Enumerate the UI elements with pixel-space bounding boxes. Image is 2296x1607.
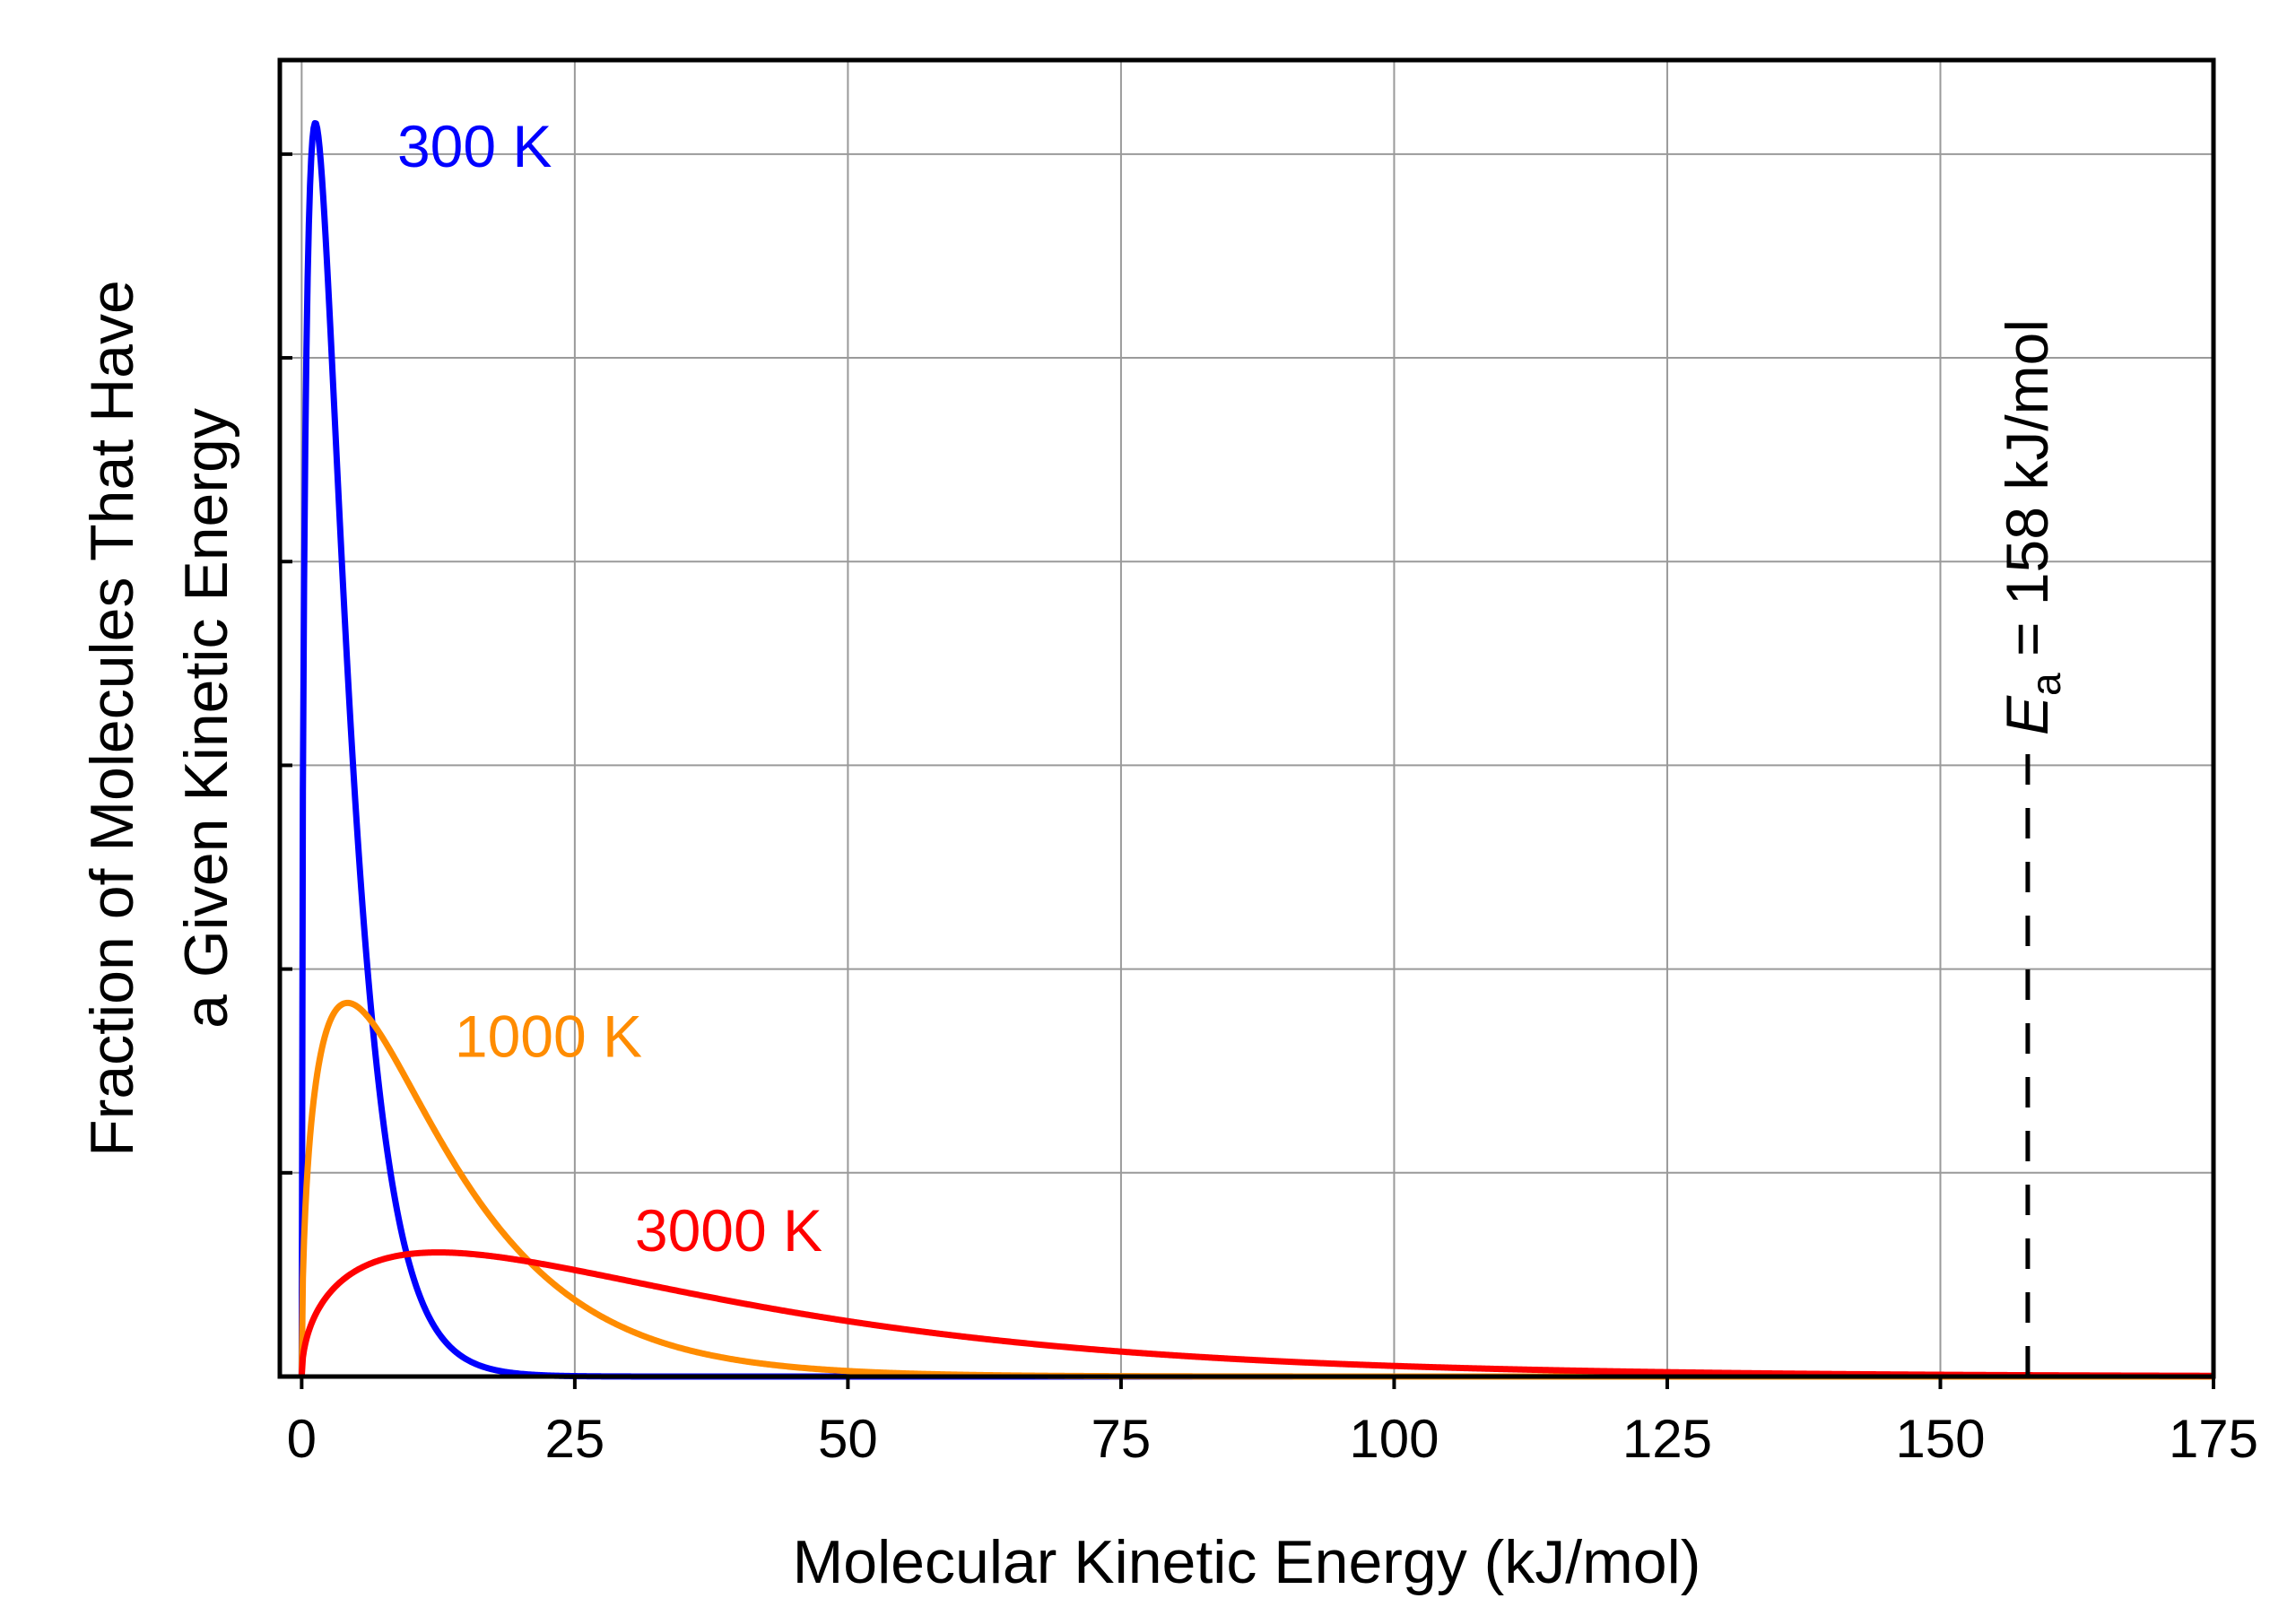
x-tick-label-6: 150 bbox=[1895, 1409, 1985, 1469]
x-tick-label-4: 100 bbox=[1349, 1409, 1439, 1469]
x-tick-label-5: 125 bbox=[1622, 1409, 1712, 1469]
series-label-3000k: 3000 K bbox=[635, 1197, 822, 1264]
x-axis-title: Molecular Kinetic Energy (kJ/mol) bbox=[793, 1528, 1701, 1596]
x-tick-label-3: 75 bbox=[1091, 1409, 1152, 1469]
x-ticks: 0 25 50 75 100 125 150 175 bbox=[280, 152, 2258, 1469]
x-tick-label-7: 175 bbox=[2169, 1409, 2258, 1469]
series-line-3000k bbox=[298, 1249, 2216, 1379]
ea-value: = 158 kJ/mol bbox=[1994, 319, 2060, 673]
plot-frame bbox=[277, 57, 2216, 1379]
ea-symbol: E bbox=[1994, 695, 2060, 735]
y-axis-title: Fraction of Molecules That Have a Given … bbox=[78, 280, 240, 1157]
x-tick-label-1: 25 bbox=[545, 1409, 605, 1469]
series-label-1000k: 1000 K bbox=[455, 1003, 642, 1069]
y-axis-title-line-2: a Given Kinetic Energy bbox=[172, 408, 240, 1029]
series-lines bbox=[298, 119, 2216, 1380]
series-line-300k bbox=[298, 119, 2216, 1380]
x-tick-label-2: 50 bbox=[818, 1409, 878, 1469]
x-tick-label-0: 0 bbox=[287, 1409, 317, 1469]
grid bbox=[280, 60, 2213, 1377]
activation-energy-label: Ea = 158 kJ/mol bbox=[1994, 319, 2069, 735]
series-label-300k: 300 K bbox=[397, 113, 552, 179]
y-axis-title-line-1: Fraction of Molecules That Have bbox=[78, 280, 146, 1157]
ea-subscript: a bbox=[2022, 673, 2069, 696]
